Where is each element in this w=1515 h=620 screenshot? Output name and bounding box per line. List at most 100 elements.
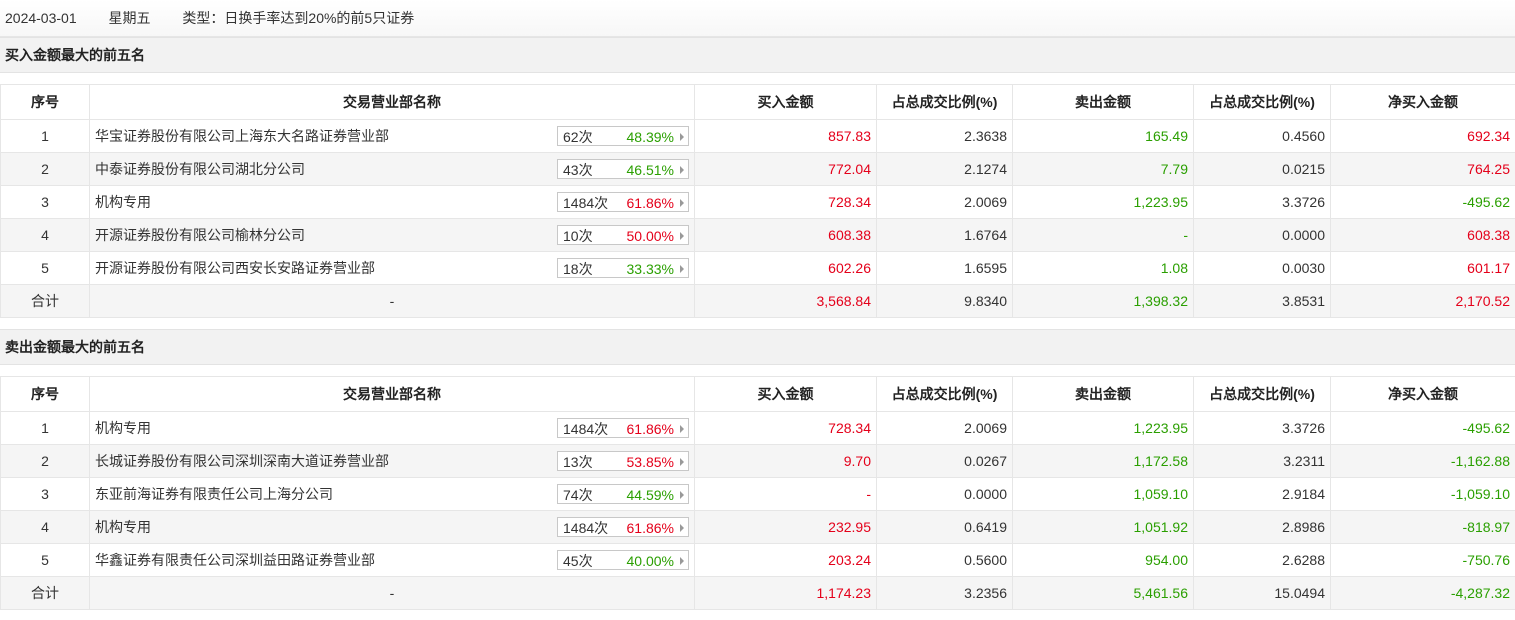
rank-cell: 2 xyxy=(0,444,90,478)
buy-amount-cell: 203.24 xyxy=(694,543,877,577)
buy-amount-cell: 608.38 xyxy=(694,218,877,252)
col-sell-ratio-header[interactable]: 占总成交比例(%) xyxy=(1193,376,1331,412)
success-rate: 48.39% xyxy=(626,129,674,145)
branch-stats-badge[interactable]: 18次 33.33% xyxy=(557,258,689,278)
sell-ratio-cell: 2.9184 xyxy=(1193,477,1331,511)
branch-name-link[interactable]: 长城证券股份有限公司深圳深南大道证券营业部 xyxy=(95,453,389,469)
total-net-buy: 2,170.52 xyxy=(1330,284,1515,318)
rank-cell: 4 xyxy=(0,218,90,252)
col-net-buy-header[interactable]: 净买入金额 xyxy=(1330,376,1515,412)
buy-ratio-cell: 0.6419 xyxy=(876,510,1013,544)
net-buy-cell: 764.25 xyxy=(1330,152,1515,186)
branch-stats-badge[interactable]: 74次 44.59% xyxy=(557,484,689,504)
total-label: 合计 xyxy=(0,284,90,318)
total-net-buy: -4,287.32 xyxy=(1330,576,1515,610)
branch-name-cell: 机构专用 1484次 61.86% xyxy=(89,185,695,219)
appearance-count: 10次 xyxy=(563,228,593,244)
buy-top5-table: 序号 交易营业部名称 买入金额 占总成交比例(%) 卖出金额 占总成交比例(%) 净买入金额… xyxy=(0,84,1515,318)
appearance-count: 74次 xyxy=(563,487,593,503)
buy-ratio-cell: 0.0000 xyxy=(876,477,1013,511)
col-buy-amount-header[interactable]: 买入金额 xyxy=(694,84,877,120)
branch-name-link[interactable]: 华宝证券股份有限公司上海东大名路证券营业部 xyxy=(95,128,389,144)
net-buy-cell: -495.62 xyxy=(1330,411,1515,445)
branch-name-link[interactable]: 东亚前海证券有限责任公司上海分公司 xyxy=(95,486,333,502)
sell-ratio-cell: 0.0000 xyxy=(1193,218,1331,252)
net-buy-cell: -1,162.88 xyxy=(1330,444,1515,478)
table-row: 2 中泰证券股份有限公司湖北分公司 43次 46.51% 772.04 2.1274 7.7… xyxy=(0,152,1515,186)
total-name-cell: - xyxy=(89,284,695,318)
spacer xyxy=(0,318,1515,329)
rank-cell: 2 xyxy=(0,152,90,186)
appearance-count: 45次 xyxy=(563,553,593,569)
sell-ratio-cell: 3.3726 xyxy=(1193,185,1331,219)
appearance-count: 43次 xyxy=(563,162,593,178)
col-sell-amount-header[interactable]: 卖出金额 xyxy=(1012,376,1194,412)
buy-ratio-cell: 2.0069 xyxy=(876,185,1013,219)
sell-top5-table: 序号 交易营业部名称 买入金额 占总成交比例(%) 卖出金额 占总成交比例(%) 净买入金额… xyxy=(0,376,1515,610)
rank-cell: 5 xyxy=(0,543,90,577)
branch-name-cell: 开源证券股份有限公司西安长安路证券营业部 18次 33.33% xyxy=(89,251,695,285)
sell-amount-cell: 1.08 xyxy=(1012,251,1194,285)
sell-ratio-cell: 0.0030 xyxy=(1193,251,1331,285)
branch-name-link[interactable]: 中泰证券股份有限公司湖北分公司 xyxy=(95,161,305,177)
col-buy-ratio-header[interactable]: 占总成交比例(%) xyxy=(876,84,1013,120)
table-row: 2 长城证券股份有限公司深圳深南大道证券营业部 13次 53.85% 9.70 0.026… xyxy=(0,444,1515,478)
branch-name-link[interactable]: 开源证券股份有限公司榆林分公司 xyxy=(95,227,305,243)
branch-name-link[interactable]: 华鑫证券有限责任公司深圳益田路证券营业部 xyxy=(95,552,375,568)
branch-stats-badge[interactable]: 62次 48.39% xyxy=(557,126,689,146)
col-sell-ratio-header[interactable]: 占总成交比例(%) xyxy=(1193,84,1331,120)
appearance-count: 13次 xyxy=(563,454,593,470)
rank-cell: 3 xyxy=(0,477,90,511)
sell-ratio-cell: 2.8986 xyxy=(1193,510,1331,544)
col-no-header[interactable]: 序号 xyxy=(0,84,90,120)
col-no-header[interactable]: 序号 xyxy=(0,376,90,412)
branch-stats-badge[interactable]: 13次 53.85% xyxy=(557,451,689,471)
branch-name-link[interactable]: 机构专用 xyxy=(95,194,151,210)
success-rate: 40.00% xyxy=(626,553,674,569)
branch-stats-badge[interactable]: 43次 46.51% xyxy=(557,159,689,179)
chevron-right-icon xyxy=(680,491,684,499)
appearance-count: 1484次 xyxy=(563,195,609,211)
branch-stats-badge[interactable]: 45次 40.00% xyxy=(557,550,689,570)
sell-amount-cell: 954.00 xyxy=(1012,543,1194,577)
sell-ratio-cell: 0.4560 xyxy=(1193,119,1331,153)
sell-amount-cell: 165.49 xyxy=(1012,119,1194,153)
col-buy-ratio-header[interactable]: 占总成交比例(%) xyxy=(876,376,1013,412)
chevron-right-icon xyxy=(680,425,684,433)
success-rate: 61.86% xyxy=(626,421,674,437)
branch-name-cell: 机构专用 1484次 61.86% xyxy=(89,510,695,544)
branch-name-link[interactable]: 机构专用 xyxy=(95,519,151,535)
col-buy-amount-header[interactable]: 买入金额 xyxy=(694,376,877,412)
table-row: 3 东亚前海证券有限责任公司上海分公司 74次 44.59% -0.0000 1,059.… xyxy=(0,477,1515,511)
chevron-right-icon xyxy=(680,199,684,207)
branch-stats-badge[interactable]: 1484次 61.86% xyxy=(557,517,689,537)
net-buy-cell: -750.76 xyxy=(1330,543,1515,577)
trade-date: 2024-03-01 xyxy=(5,10,77,26)
branch-name-cell: 长城证券股份有限公司深圳深南大道证券营业部 13次 53.85% xyxy=(89,444,695,478)
buy-ratio-cell: 0.0267 xyxy=(876,444,1013,478)
appearance-count: 1484次 xyxy=(563,520,609,536)
col-sell-amount-header[interactable]: 卖出金额 xyxy=(1012,84,1194,120)
buy-ratio-cell: 1.6764 xyxy=(876,218,1013,252)
sell-amount-cell: 1,223.95 xyxy=(1012,411,1194,445)
success-rate: 50.00% xyxy=(626,228,674,244)
total-buy-amount: 1,174.23 xyxy=(694,576,877,610)
buy-amount-cell: 728.34 xyxy=(694,411,877,445)
rank-cell: 1 xyxy=(0,411,90,445)
table-row: 1 华宝证券股份有限公司上海东大名路证券营业部 62次 48.39% 857.83 2.3… xyxy=(0,119,1515,153)
header-row: 序号 交易营业部名称 买入金额 占总成交比例(%) 卖出金额 占总成交比例(%) 净买入金额 xyxy=(0,376,1515,412)
branch-stats-badge[interactable]: 10次 50.00% xyxy=(557,225,689,245)
branch-stats-badge[interactable]: 1484次 61.86% xyxy=(557,192,689,212)
net-buy-cell: 601.17 xyxy=(1330,251,1515,285)
branch-stats-badge[interactable]: 1484次 61.86% xyxy=(557,418,689,438)
branch-name-link[interactable]: 开源证券股份有限公司西安长安路证券营业部 xyxy=(95,260,375,276)
branch-name-cell: 华宝证券股份有限公司上海东大名路证券营业部 62次 48.39% xyxy=(89,119,695,153)
buy-ratio-cell: 1.6595 xyxy=(876,251,1013,285)
net-buy-cell: -818.97 xyxy=(1330,510,1515,544)
sell-amount-cell: 1,172.58 xyxy=(1012,444,1194,478)
col-net-buy-header[interactable]: 净买入金额 xyxy=(1330,84,1515,120)
sell-section-title: 卖出金额最大的前五名 xyxy=(0,329,1515,365)
col-branch-name-header[interactable]: 交易营业部名称 xyxy=(89,376,695,412)
branch-name-link[interactable]: 机构专用 xyxy=(95,420,151,436)
col-branch-name-header[interactable]: 交易营业部名称 xyxy=(89,84,695,120)
